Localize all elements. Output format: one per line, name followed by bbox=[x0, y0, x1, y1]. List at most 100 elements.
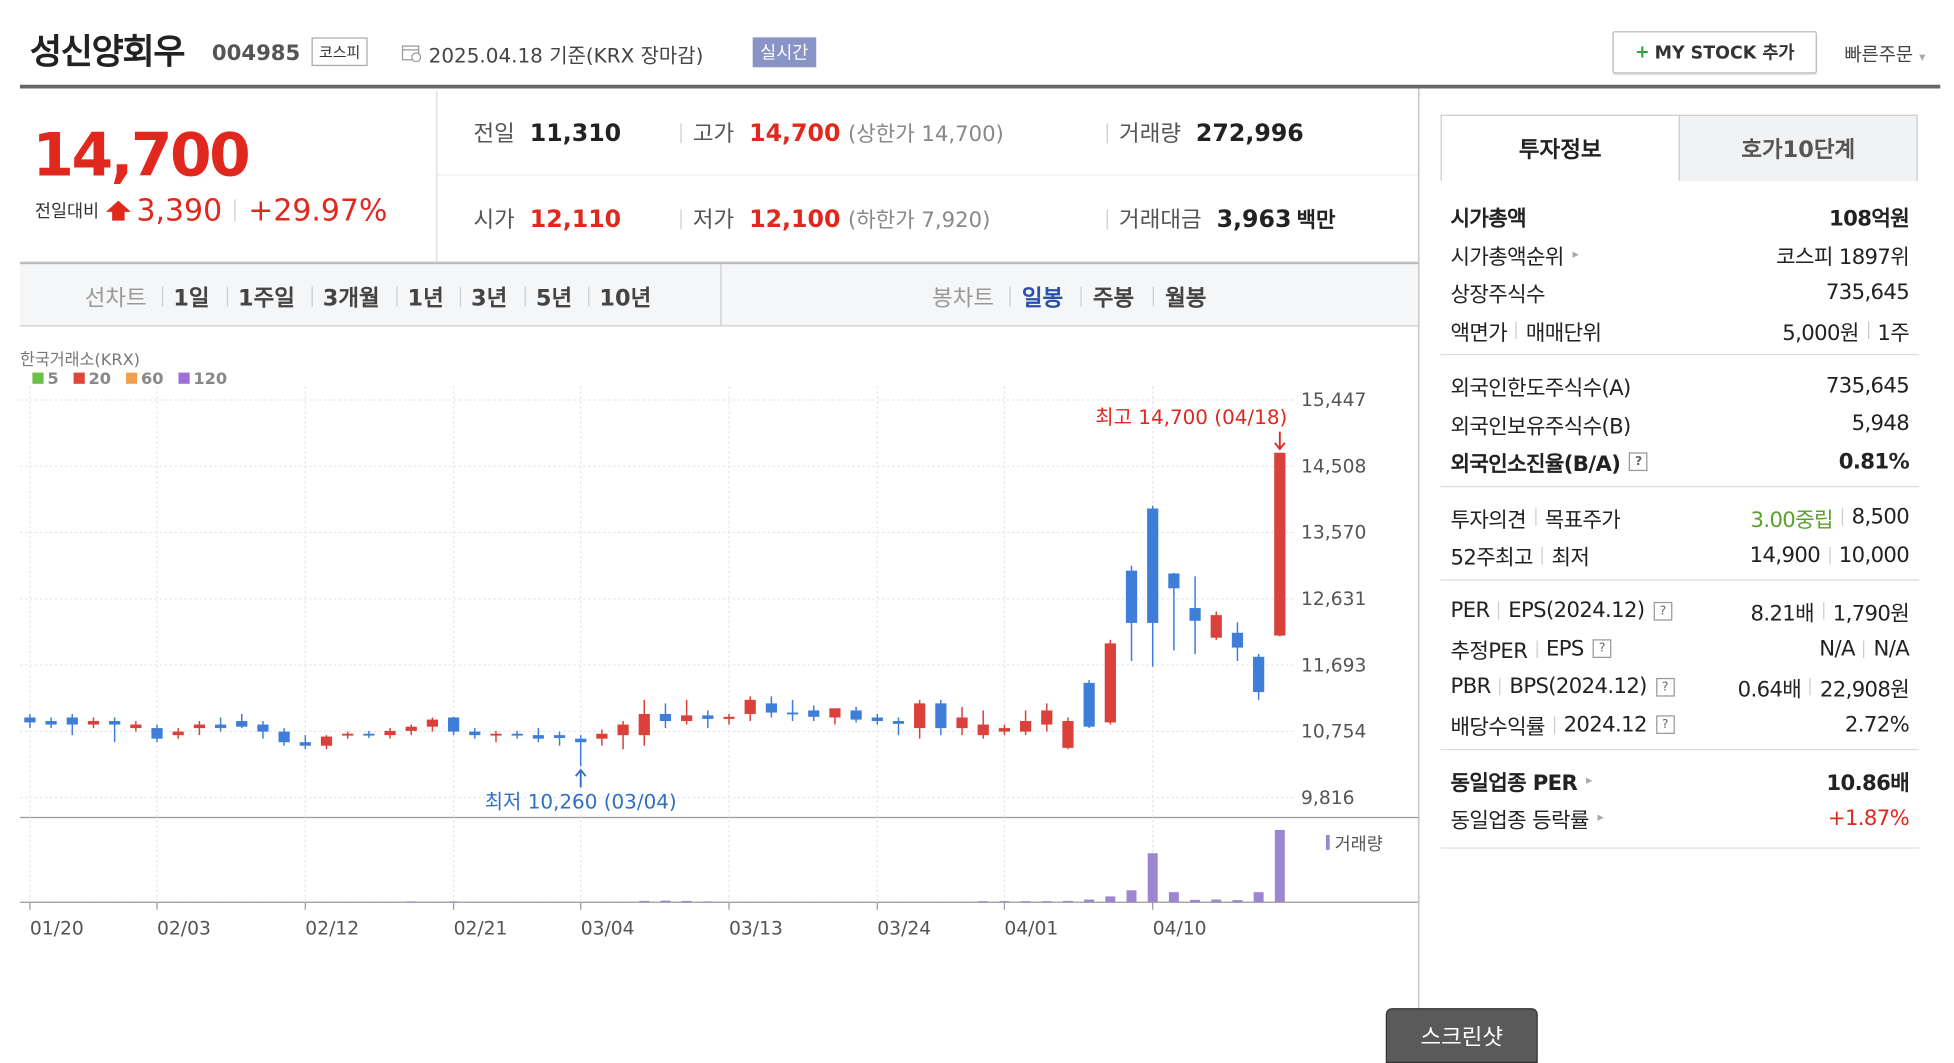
stat-label: 전일 bbox=[474, 116, 515, 148]
side-tab[interactable]: 호가10단계 bbox=[1679, 115, 1918, 182]
value-text: 5,948 bbox=[1852, 411, 1910, 436]
divider bbox=[20, 85, 1940, 89]
candle-body bbox=[766, 703, 777, 712]
candle-body bbox=[1189, 608, 1200, 621]
volume-bar bbox=[999, 901, 1009, 902]
candle-body bbox=[109, 721, 120, 725]
candle-body bbox=[215, 725, 226, 729]
help-icon[interactable]: ? bbox=[1656, 677, 1675, 696]
separator bbox=[1536, 640, 1537, 657]
candle-body bbox=[1084, 683, 1095, 727]
my-stock-button[interactable]: +MY STOCK 추가 bbox=[1613, 31, 1817, 73]
period-tab[interactable]: 3년 bbox=[471, 280, 507, 312]
help-icon[interactable]: ? bbox=[1592, 639, 1611, 658]
label-text: 외국인한도주식수(A) bbox=[1451, 370, 1631, 401]
candle-body bbox=[554, 735, 565, 738]
help-icon[interactable]: ? bbox=[1629, 452, 1648, 471]
stat-value: 14,700 bbox=[749, 120, 840, 147]
arrow-icon: ▸ bbox=[1572, 247, 1578, 261]
value-text: 5,000원 bbox=[1782, 315, 1858, 346]
value-text: 코스피 1897위 bbox=[1776, 239, 1909, 270]
y-tick-label: 10,754 bbox=[1301, 722, 1366, 743]
candle-tab[interactable]: 일봉 bbox=[1022, 280, 1063, 312]
volume-bar bbox=[703, 901, 713, 902]
volume-bar bbox=[1169, 892, 1179, 902]
label-text: 배당수익률 bbox=[1451, 709, 1545, 740]
y-tick-label: 11,693 bbox=[1301, 655, 1366, 676]
separator bbox=[1823, 602, 1824, 619]
row-label: 상장주식수 bbox=[1451, 277, 1545, 308]
source-label: 한국거래소(KRX) bbox=[20, 350, 140, 369]
stock-code: 004985 bbox=[212, 41, 300, 66]
period-tab[interactable]: 1일 bbox=[173, 280, 209, 312]
candle-body bbox=[808, 710, 819, 716]
separator bbox=[1009, 287, 1010, 307]
candle-body bbox=[956, 717, 967, 728]
period-tab[interactable]: 1년 bbox=[407, 280, 443, 312]
period-tab[interactable]: 1주일 bbox=[238, 280, 295, 312]
value-text: 10,000 bbox=[1839, 543, 1909, 568]
candle-body bbox=[130, 725, 141, 729]
row-value: 2.72% bbox=[1845, 712, 1909, 737]
label-text: 액면가 bbox=[1451, 315, 1508, 346]
y-tick-label: 12,631 bbox=[1301, 589, 1366, 610]
volume-bar bbox=[639, 901, 649, 902]
price-box: 14,700 전일대비 3,390 +29.97% bbox=[20, 91, 437, 262]
period-tab[interactable]: 10년 bbox=[599, 280, 651, 312]
help-icon[interactable]: ? bbox=[1653, 601, 1672, 620]
candle-body bbox=[1105, 643, 1116, 722]
period-tab[interactable]: 3개월 bbox=[323, 280, 380, 312]
row-label: 시가총액순위▸ bbox=[1451, 239, 1579, 270]
stat-label: 저가 bbox=[693, 202, 734, 234]
candle-body bbox=[723, 717, 734, 719]
candle-body bbox=[787, 713, 798, 715]
separator bbox=[1864, 640, 1865, 657]
legend-label: 20 bbox=[89, 369, 112, 388]
row-label: 외국인보유주식수(B) bbox=[1451, 408, 1631, 439]
value-text: 8.21배 bbox=[1750, 595, 1814, 626]
realtime-button[interactable]: 실시간 bbox=[753, 37, 816, 67]
candle-body bbox=[702, 715, 713, 719]
value-text: 735,645 bbox=[1826, 280, 1909, 305]
legend-swatch bbox=[74, 373, 85, 384]
plot-frame bbox=[20, 386, 1418, 902]
candle-body bbox=[1211, 615, 1222, 638]
candle-tab[interactable]: 주봉 bbox=[1093, 280, 1134, 312]
candle-body bbox=[1168, 573, 1179, 588]
candle-body bbox=[1253, 657, 1264, 692]
separator bbox=[525, 287, 526, 307]
label-text: PBR bbox=[1451, 674, 1491, 699]
date-value: 2025.04.18 bbox=[429, 44, 543, 68]
side-tab[interactable]: 투자정보 bbox=[1441, 115, 1680, 181]
screenshot-button[interactable]: 스크린샷 bbox=[1386, 1008, 1538, 1063]
row-value: 735,645 bbox=[1826, 373, 1909, 398]
info-row: 동일업종 PER▸10.86배 bbox=[1451, 761, 1910, 800]
info-row: 동일업종 등락률▸+1.87% bbox=[1451, 799, 1910, 838]
candle-tab[interactable]: 월봉 bbox=[1165, 280, 1206, 312]
value-text: 10.86배 bbox=[1826, 765, 1909, 796]
tab-label: 봉차트 bbox=[932, 280, 994, 312]
candle-body bbox=[639, 714, 650, 735]
label-text: 목표주가 bbox=[1545, 502, 1620, 533]
candle-body bbox=[151, 728, 162, 739]
candle-body bbox=[893, 721, 904, 724]
up-icon bbox=[104, 199, 131, 221]
quick-order[interactable]: 빠른주문 ▾ bbox=[1844, 41, 1925, 67]
candle-body bbox=[427, 720, 438, 727]
candle-body bbox=[490, 734, 501, 736]
row-value: 0.81% bbox=[1839, 449, 1909, 474]
period-tab[interactable]: 5년 bbox=[536, 280, 572, 312]
help-icon[interactable]: ? bbox=[1656, 715, 1675, 734]
row-label: 외국인한도주식수(A) bbox=[1451, 370, 1631, 401]
candle-body bbox=[829, 708, 840, 717]
divider bbox=[1441, 847, 1920, 848]
value-text: 1,790원 bbox=[1833, 595, 1909, 626]
